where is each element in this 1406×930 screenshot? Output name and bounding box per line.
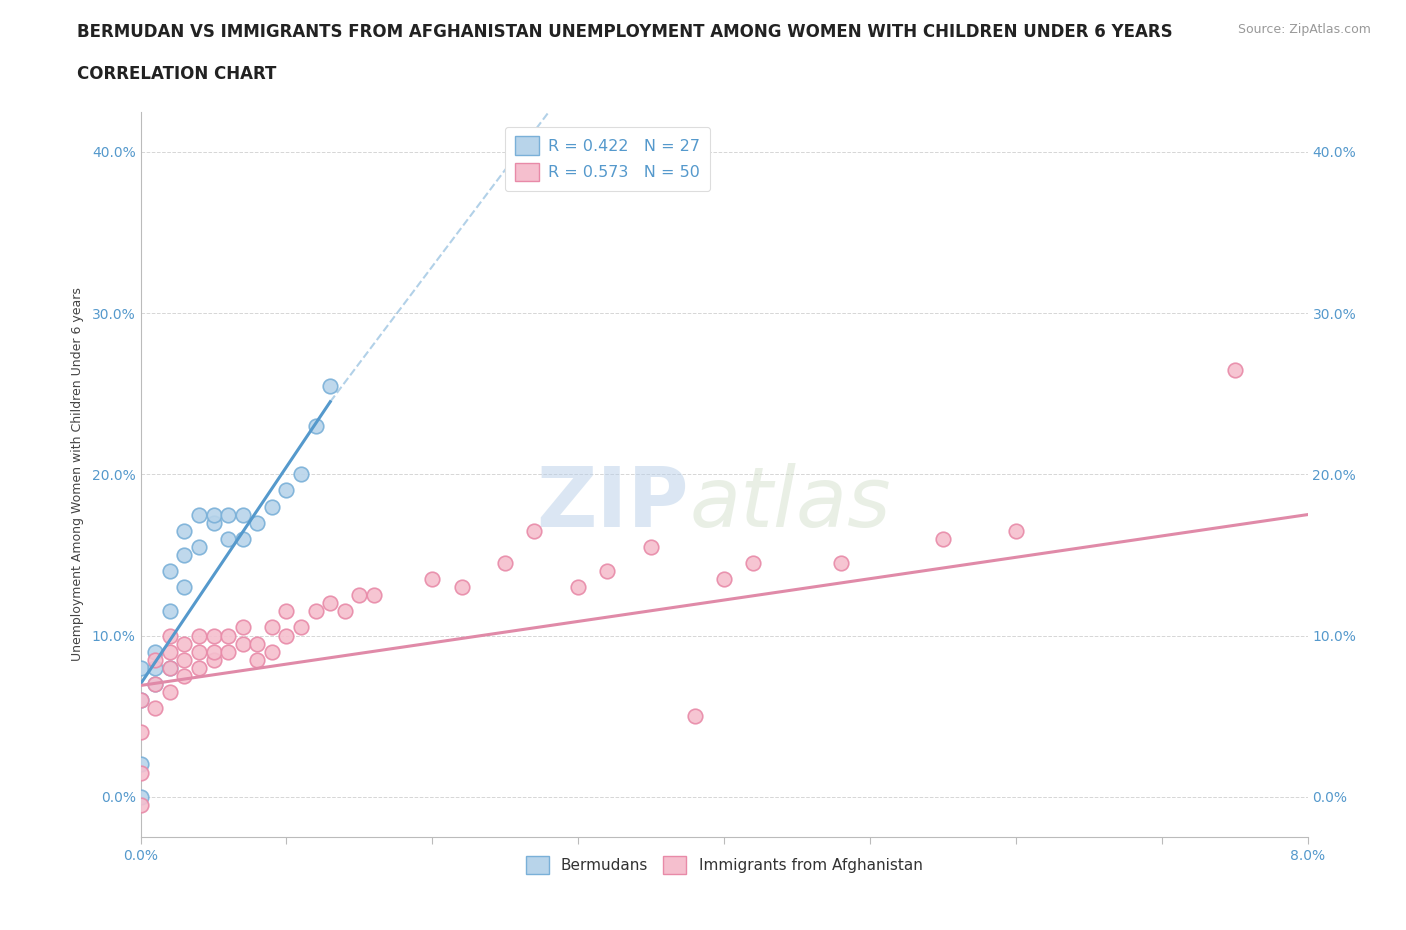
Point: [640, 539, 662, 554]
Text: CORRELATION CHART: CORRELATION CHART: [77, 65, 277, 83]
Point: [305, 418, 328, 433]
Point: [232, 507, 254, 522]
Point: [202, 644, 225, 659]
Point: [143, 644, 166, 659]
Point: [349, 588, 371, 603]
Point: [683, 709, 706, 724]
Point: [159, 684, 181, 699]
Point: [143, 652, 166, 667]
Point: [173, 669, 195, 684]
Point: [202, 628, 225, 643]
Point: [188, 660, 211, 675]
Point: [232, 620, 254, 635]
Point: [129, 765, 152, 780]
Point: [173, 652, 195, 667]
Point: [217, 628, 239, 643]
Point: [129, 693, 152, 708]
Point: [333, 604, 356, 618]
Point: [143, 676, 166, 691]
Point: [129, 757, 152, 772]
Point: [159, 660, 181, 675]
Point: [246, 515, 269, 530]
Point: [188, 507, 211, 522]
Point: [450, 579, 472, 594]
Point: [319, 596, 342, 611]
Point: [159, 660, 181, 675]
Point: [188, 628, 211, 643]
Point: [276, 483, 298, 498]
Point: [159, 604, 181, 618]
Point: [173, 636, 195, 651]
Point: [363, 588, 385, 603]
Point: [246, 652, 269, 667]
Point: [202, 515, 225, 530]
Point: [713, 572, 735, 587]
Point: [276, 628, 298, 643]
Point: [422, 572, 444, 587]
Point: [173, 524, 195, 538]
Point: [173, 548, 195, 563]
Point: [742, 555, 765, 570]
Point: [129, 693, 152, 708]
Point: [143, 676, 166, 691]
Point: [319, 379, 342, 393]
Point: [276, 604, 298, 618]
Point: [260, 620, 283, 635]
Point: [217, 507, 239, 522]
Point: [596, 564, 619, 578]
Point: [290, 467, 312, 482]
Point: [523, 524, 546, 538]
Point: [129, 724, 152, 739]
Point: [246, 636, 269, 651]
Point: [217, 531, 239, 546]
Point: [188, 539, 211, 554]
Point: [159, 564, 181, 578]
Point: [173, 579, 195, 594]
Point: [260, 644, 283, 659]
Point: [188, 644, 211, 659]
Point: [129, 797, 152, 812]
Point: [494, 555, 516, 570]
Text: BERMUDAN VS IMMIGRANTS FROM AFGHANISTAN UNEMPLOYMENT AMONG WOMEN WITH CHILDREN U: BERMUDAN VS IMMIGRANTS FROM AFGHANISTAN …: [77, 23, 1173, 41]
Point: [567, 579, 589, 594]
Point: [129, 660, 152, 675]
Point: [260, 499, 283, 514]
Point: [159, 628, 181, 643]
Point: [129, 790, 152, 804]
Point: [143, 700, 166, 715]
Point: [290, 620, 312, 635]
Point: [232, 636, 254, 651]
Point: [830, 555, 852, 570]
Text: ZIP: ZIP: [537, 463, 689, 544]
Legend: Bermudans, Immigrants from Afghanistan: Bermudans, Immigrants from Afghanistan: [520, 850, 928, 880]
Point: [232, 531, 254, 546]
Y-axis label: Unemployment Among Women with Children Under 6 years: Unemployment Among Women with Children U…: [70, 287, 83, 661]
Point: [932, 531, 955, 546]
Text: atlas: atlas: [689, 463, 891, 544]
Point: [1223, 362, 1246, 377]
Point: [305, 604, 328, 618]
Point: [202, 652, 225, 667]
Point: [217, 644, 239, 659]
Point: [159, 644, 181, 659]
Point: [202, 507, 225, 522]
Point: [143, 660, 166, 675]
Point: [1005, 524, 1028, 538]
Text: Source: ZipAtlas.com: Source: ZipAtlas.com: [1237, 23, 1371, 36]
